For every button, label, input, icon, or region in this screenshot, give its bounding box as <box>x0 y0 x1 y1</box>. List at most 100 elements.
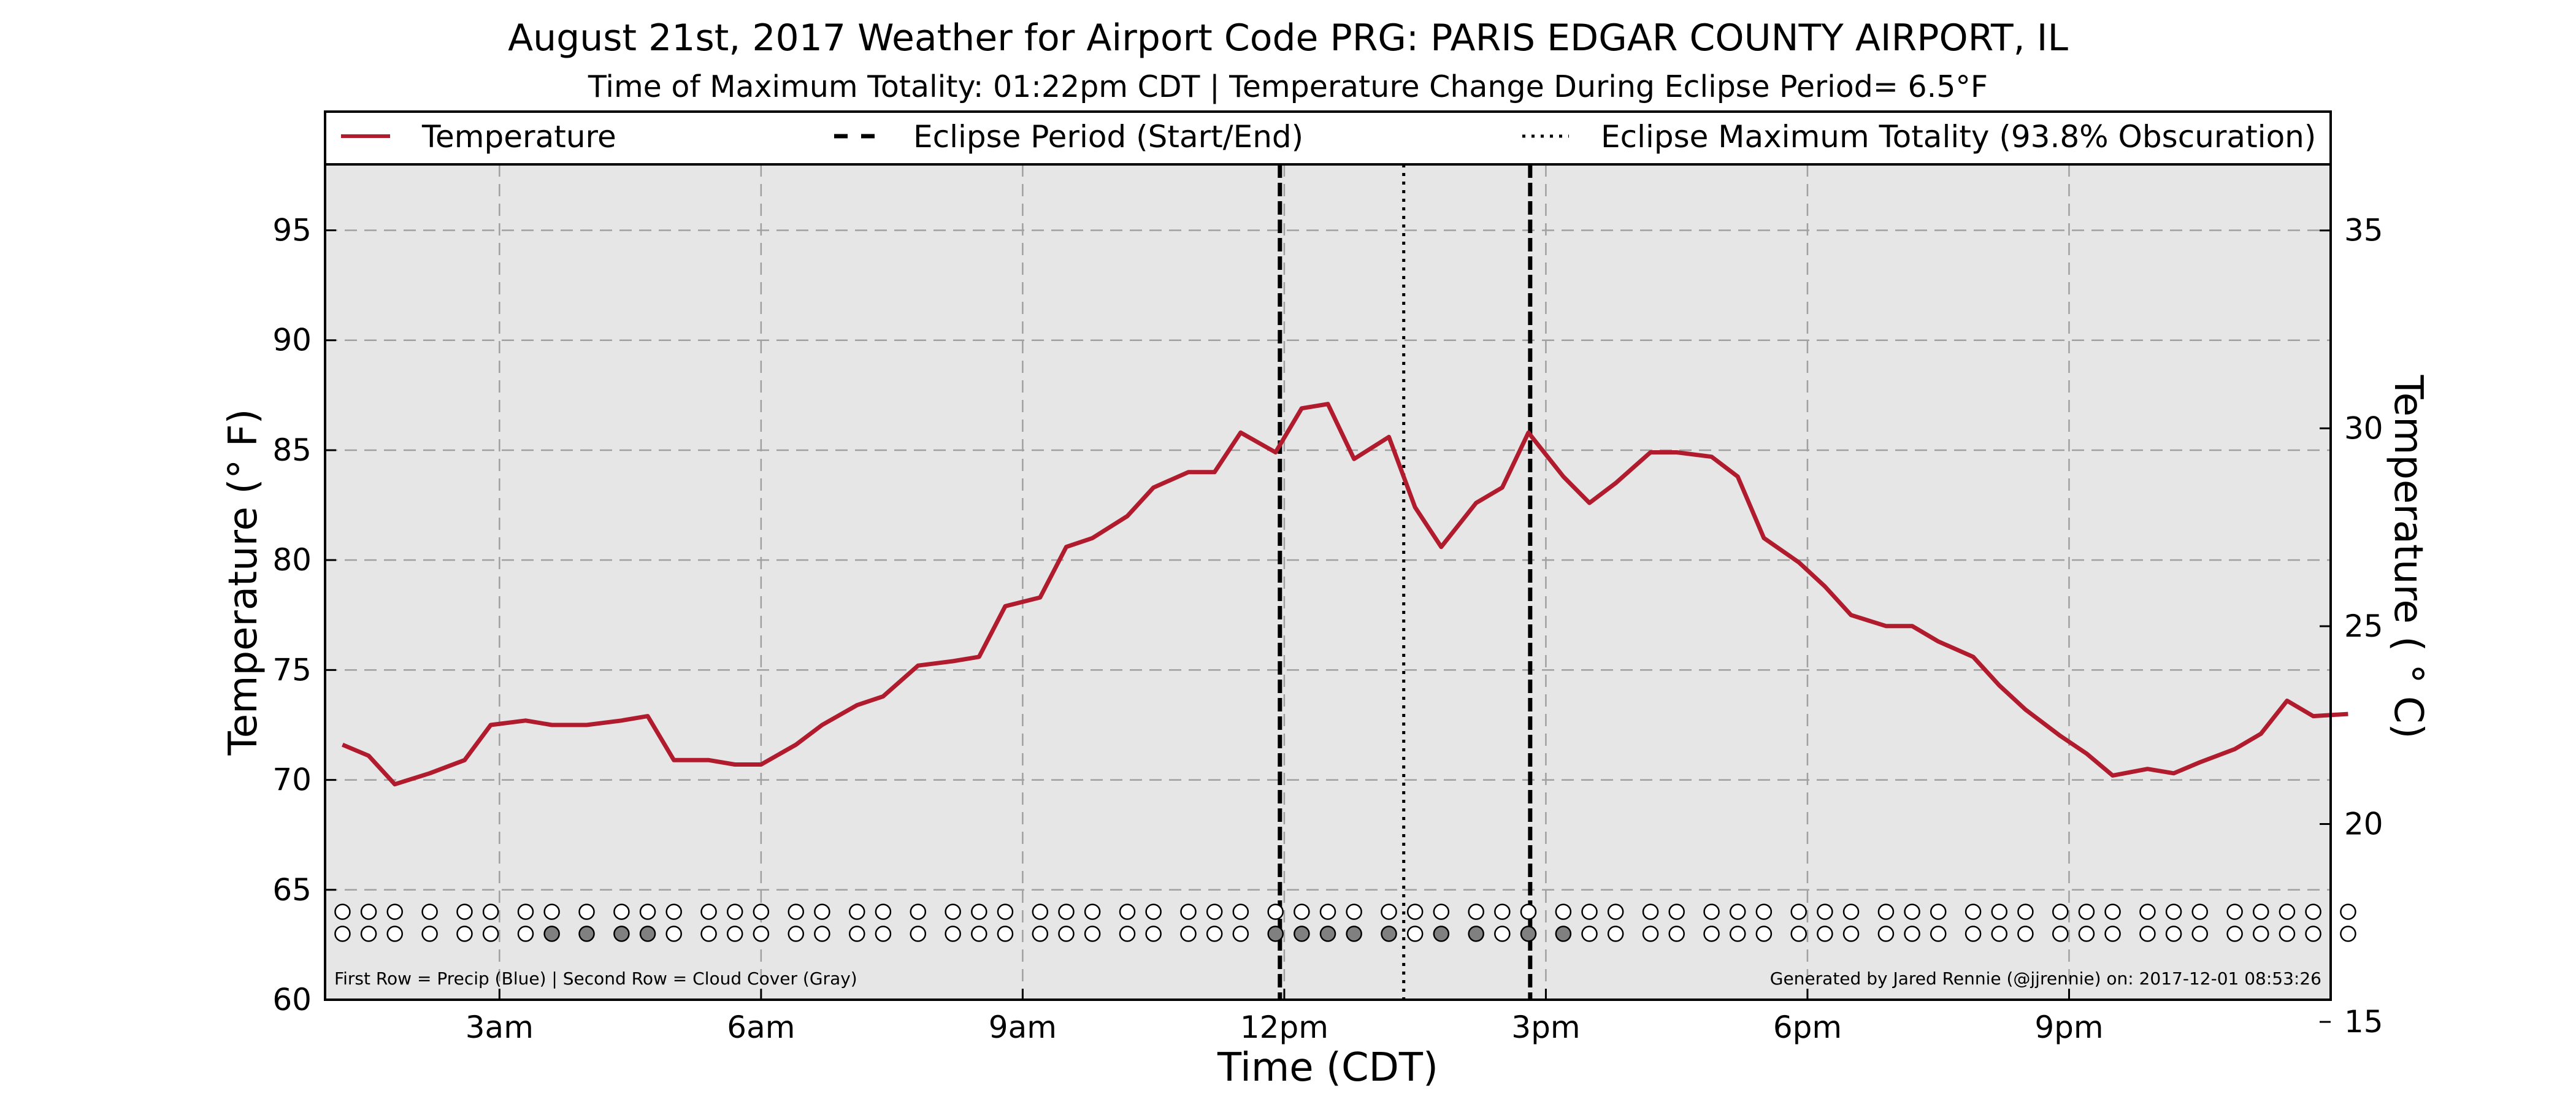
cloud-cover-marker <box>997 926 1014 942</box>
cloud-cover-marker <box>613 926 630 942</box>
precip-marker <box>2279 903 2296 920</box>
cloud-cover-marker <box>1145 926 1162 942</box>
precip-marker <box>971 903 987 920</box>
cloud-cover-marker <box>1494 926 1511 942</box>
precip-marker <box>2139 903 2156 920</box>
x-tick-label: 12pm <box>1240 1010 1328 1045</box>
precip-marker <box>1555 903 1572 920</box>
precip-marker <box>849 903 865 920</box>
cloud-cover-marker <box>1468 926 1484 942</box>
cloud-cover-marker <box>1206 926 1223 942</box>
x-tick-label: 3am <box>466 1010 534 1045</box>
precip-marker <box>1381 903 1397 920</box>
precip-marker <box>360 903 377 920</box>
cloud-cover-marker <box>971 926 987 942</box>
precip-marker <box>726 903 743 920</box>
y-axis-left-label: Temperature (° F) <box>221 409 266 756</box>
cloud-cover-marker <box>2253 926 2269 942</box>
y-left-tick-label: 70 <box>272 762 312 798</box>
precip-marker <box>1319 903 1336 920</box>
cloud-cover-marker <box>456 926 473 942</box>
precip-marker <box>482 903 499 920</box>
legend-eclipse-period-label: Eclipse Period (Start/End) <box>913 119 1303 155</box>
precip-marker <box>1965 903 1982 920</box>
cloud-cover-marker <box>1703 926 1720 942</box>
y-axis-left: 60 65 70 75 80 85 90 95 <box>272 213 336 1018</box>
precip-marker <box>386 903 403 920</box>
precip-marker <box>1668 903 1685 920</box>
precip-marker <box>910 903 927 920</box>
cloud-cover-marker <box>1842 926 1860 942</box>
y-right-tick-label: 15 <box>2344 1004 2383 1040</box>
precip-marker <box>578 903 595 920</box>
cloud-cover-marker <box>788 926 804 942</box>
cloud-cover-marker <box>2017 926 2034 942</box>
precip-cloud-marker-rows <box>334 903 2356 942</box>
y-left-tick-label: 90 <box>272 323 312 358</box>
precip-marker <box>1607 903 1624 920</box>
cloud-cover-marker <box>1119 926 1136 942</box>
precip-marker <box>2165 903 2182 920</box>
y-axis-right-label: Temperature ( ° C) <box>2385 374 2431 738</box>
x-tick-label: 3pm <box>1511 1010 1580 1045</box>
footnote-left: First Row = Precip (Blue) | Second Row =… <box>334 968 857 989</box>
precip-marker <box>639 903 656 920</box>
precip-marker <box>543 903 560 920</box>
cloud-cover-marker <box>1406 926 1424 942</box>
grid-lines <box>325 164 2331 1000</box>
y-right-tick-label: 25 <box>2344 608 2383 644</box>
cloud-cover-marker <box>1294 926 1310 942</box>
precip-marker <box>456 903 473 920</box>
precip-marker <box>753 903 770 920</box>
precip-marker <box>1406 903 1424 920</box>
cloud-cover-marker <box>1642 926 1659 942</box>
cloud-cover-marker <box>1058 926 1075 942</box>
cloud-cover-marker <box>1755 926 1773 942</box>
cloud-cover-marker <box>1668 926 1685 942</box>
cloud-cover-marker <box>2340 926 2356 942</box>
legend-frame <box>324 110 2332 166</box>
cloud-cover-marker <box>386 926 403 942</box>
precip-marker <box>1294 903 1310 920</box>
y-left-tick-label: 95 <box>272 213 312 248</box>
cloud-cover-marker <box>1729 926 1746 942</box>
legend: Temperature Eclipse Period (Start/End) E… <box>324 110 2332 166</box>
chart-title: August 21st, 2017 Weather for Airport Co… <box>508 17 2068 59</box>
precip-marker <box>2078 903 2095 920</box>
precip-marker <box>1346 903 1362 920</box>
cloud-cover-marker <box>1817 926 1833 942</box>
cloud-cover-marker <box>1032 926 1049 942</box>
cloud-cover-marker <box>910 926 927 942</box>
plot-area <box>325 164 2331 1000</box>
cloud-cover-marker <box>1381 926 1397 942</box>
precip-marker <box>1119 903 1136 920</box>
x-tick-label: 9am <box>989 1010 1057 1045</box>
cloud-cover-marker <box>2305 926 2321 942</box>
cloud-cover-marker <box>1904 926 1920 942</box>
eclipse-markers <box>1278 164 1533 1000</box>
precip-marker <box>1084 903 1101 920</box>
cloud-cover-marker <box>1346 926 1362 942</box>
cloud-cover-marker <box>543 926 560 942</box>
temperature-series <box>342 402 2348 787</box>
precip-marker <box>2017 903 2034 920</box>
cloud-cover-marker <box>875 926 892 942</box>
cloud-cover-marker <box>578 926 595 942</box>
legend-max-totality-label: Eclipse Maximum Totality (93.8% Obscurat… <box>1601 119 2316 155</box>
cloud-cover-marker <box>2279 926 2296 942</box>
cloud-cover-marker <box>1790 926 1807 942</box>
y-left-tick-label: 65 <box>272 872 312 908</box>
precip-marker <box>1581 903 1598 920</box>
precip-marker <box>517 903 534 920</box>
x-tick-label: 9pm <box>2034 1010 2103 1045</box>
y-right-tick-label: 30 <box>2344 410 2383 446</box>
cloud-cover-marker <box>945 926 961 942</box>
precip-marker <box>1468 903 1484 920</box>
precip-marker <box>1145 903 1162 920</box>
cloud-cover-marker <box>1607 926 1624 942</box>
precip-marker <box>1180 903 1197 920</box>
precip-marker <box>1032 903 1049 920</box>
precip-marker <box>1642 903 1659 920</box>
precip-marker <box>1930 903 1947 920</box>
